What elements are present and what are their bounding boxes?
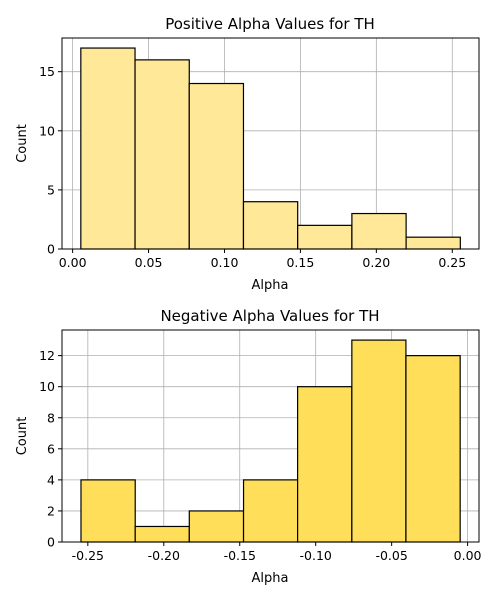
histogram-bar bbox=[188, 510, 245, 543]
axes-frame bbox=[61, 37, 480, 250]
x-tick-label: -0.10 bbox=[300, 548, 332, 563]
axes-frame bbox=[61, 329, 480, 543]
bars bbox=[80, 339, 461, 543]
y-tick-label: 5 bbox=[47, 182, 55, 197]
x-tick-label: -0.05 bbox=[375, 548, 407, 563]
y-tick-label: 10 bbox=[39, 123, 55, 138]
positive-alpha-histogram: Positive Alpha Values for TH Alpha Count… bbox=[15, 15, 480, 293]
y-tick-label: 10 bbox=[39, 379, 55, 394]
negative-alpha-histogram: Negative Alpha Values for TH Alpha Count… bbox=[15, 307, 482, 586]
y-axis-label: Count bbox=[15, 124, 30, 163]
x-ticks: -0.25 -0.20 -0.15 -0.10 -0.05 0.00 bbox=[72, 542, 482, 563]
y-tick-label: 2 bbox=[47, 503, 55, 518]
x-tick-label: 0.15 bbox=[286, 255, 314, 270]
x-axis-label: Alpha bbox=[252, 571, 289, 586]
y-tick-label: 15 bbox=[39, 64, 55, 79]
x-tick-label: -0.15 bbox=[224, 548, 256, 563]
x-ticks: 0.00 0.05 0.10 0.15 0.20 0.25 bbox=[59, 249, 466, 270]
y-tick-label: 0 bbox=[47, 242, 55, 257]
histogram-bar bbox=[134, 525, 190, 543]
histogram-bar bbox=[351, 212, 407, 250]
x-tick-label: 0.10 bbox=[211, 255, 239, 270]
histogram-bar bbox=[134, 59, 190, 250]
y-tick-label: 6 bbox=[47, 441, 55, 456]
y-ticks: 0 5 10 15 bbox=[39, 64, 62, 257]
histogram-bar bbox=[405, 355, 461, 543]
histogram-bar bbox=[297, 224, 353, 250]
histogram-bar bbox=[80, 479, 136, 543]
chart-title: Positive Alpha Values for TH bbox=[165, 15, 375, 33]
x-tick-label: 0.00 bbox=[454, 548, 482, 563]
x-tick-label: 0.05 bbox=[135, 255, 163, 270]
x-tick-label: 0.25 bbox=[438, 255, 466, 270]
histogram-bar bbox=[80, 47, 136, 250]
histogram-bar bbox=[297, 386, 353, 543]
x-axis-label: Alpha bbox=[252, 278, 289, 293]
y-ticks: 0 2 4 6 8 10 12 bbox=[39, 348, 62, 550]
x-tick-label: 0.20 bbox=[362, 255, 390, 270]
histogram-bar bbox=[351, 339, 407, 543]
y-tick-label: 4 bbox=[47, 472, 55, 487]
histogram-bar bbox=[405, 236, 461, 250]
chart-title: Negative Alpha Values for TH bbox=[160, 307, 379, 325]
y-axis-label: Count bbox=[15, 417, 30, 456]
histogram-bar bbox=[242, 479, 299, 543]
bars bbox=[80, 47, 461, 250]
histogram-bar bbox=[242, 201, 299, 250]
x-tick-label: -0.20 bbox=[148, 548, 180, 563]
y-tick-label: 8 bbox=[47, 410, 55, 425]
y-tick-label: 12 bbox=[39, 348, 55, 363]
x-tick-label: -0.25 bbox=[72, 548, 104, 563]
y-tick-label: 0 bbox=[47, 535, 55, 550]
histogram-bar bbox=[188, 82, 245, 250]
x-tick-label: 0.00 bbox=[59, 255, 87, 270]
